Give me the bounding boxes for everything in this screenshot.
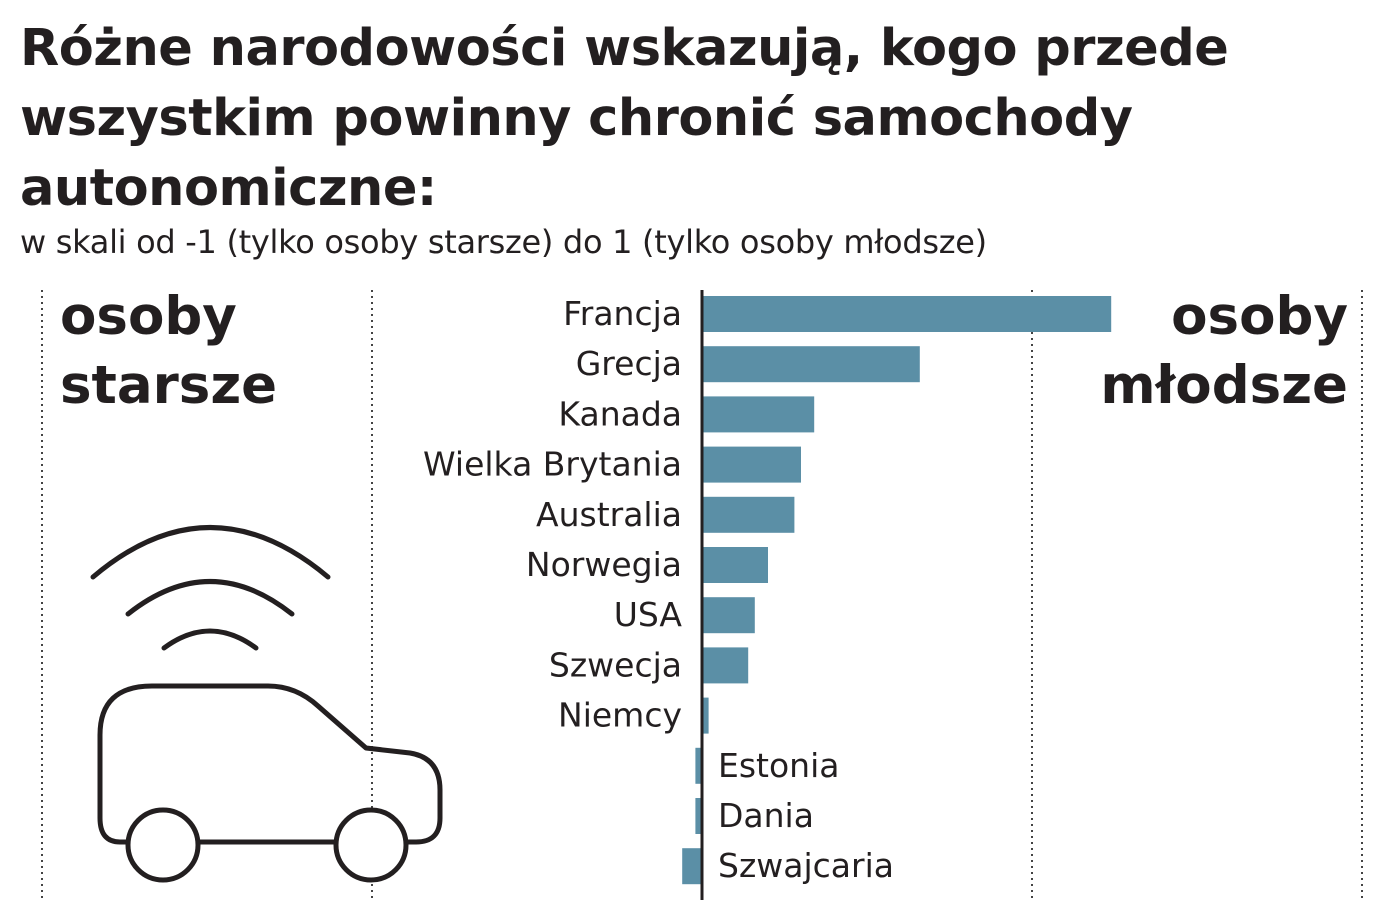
category-labels: Francja Grecja Kanada Wielka Brytania Austra… xyxy=(423,294,894,885)
side-label-younger-line2: młodsze xyxy=(1100,355,1348,416)
bar xyxy=(702,496,795,533)
bar xyxy=(702,547,768,583)
bar xyxy=(702,647,749,684)
category-label: Szwajcaria xyxy=(718,846,894,885)
bar xyxy=(702,346,920,383)
side-label-older-line1: osoby xyxy=(60,286,237,347)
bar xyxy=(695,747,702,784)
category-label: Australia xyxy=(536,495,682,534)
category-label: Francja xyxy=(563,294,682,333)
bar xyxy=(702,597,755,634)
chart-subtitle: w skali od -1 (tylko osoby starsze) do 1… xyxy=(20,223,987,261)
chart-title: Różne narodowości wskazują, kogo przede … xyxy=(20,19,1229,218)
side-label-younger: osoby młodsze xyxy=(1100,282,1348,420)
signal-wave-outer xyxy=(90,525,331,580)
category-label: Grecja xyxy=(576,344,682,383)
car-body xyxy=(97,683,443,845)
category-label: Dania xyxy=(718,796,814,835)
side-label-older: osoby starsze xyxy=(60,282,277,420)
signal-wave-middle xyxy=(125,579,295,617)
bar xyxy=(702,296,1112,332)
category-label: Kanada xyxy=(558,394,682,433)
category-label: Wielka Brytania xyxy=(423,445,682,484)
signal-wave-inner xyxy=(161,628,259,651)
bars xyxy=(682,296,1112,885)
side-label-older-line2: starsze xyxy=(60,355,278,416)
autonomous-car-icon xyxy=(90,525,443,883)
category-label: Niemcy xyxy=(558,696,682,735)
category-label: USA xyxy=(614,595,683,634)
category-label: Szwecja xyxy=(549,645,682,684)
bar xyxy=(702,697,709,734)
category-label: Norwegia xyxy=(526,545,682,584)
bar xyxy=(682,848,702,885)
category-label: Estonia xyxy=(718,746,839,785)
car-wheel-rear xyxy=(125,807,201,883)
bar xyxy=(695,798,702,834)
bar xyxy=(702,396,815,433)
car-wheel-front xyxy=(333,807,409,883)
bar xyxy=(702,446,801,483)
side-label-younger-line1: osoby xyxy=(1171,286,1348,347)
